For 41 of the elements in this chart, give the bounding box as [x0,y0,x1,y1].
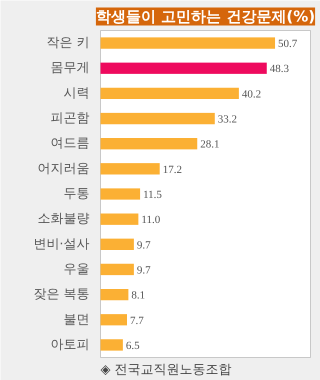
y-tick-label: 잦은 복통 [33,287,90,302]
chart-title: 학생들이 고민하는 건강문제(%) [96,8,316,26]
data-label: 48.3 [270,63,290,76]
y-tick-label: 우울 [64,262,90,277]
data-label: 50.7 [278,38,298,50]
data-label: 9.7 [136,264,152,276]
bar [100,213,138,225]
bar [100,163,160,175]
data-label: 6.5 [126,340,140,352]
text: ◈ 전국교직원노동조합 [100,362,232,378]
y-tick-label: 피곤함 [50,111,90,126]
data-label: 11.5 [143,189,162,201]
y-tick-label: 변비·설사 [33,236,90,252]
bar [100,188,140,200]
data-label: 7.7 [130,314,144,327]
bar [100,138,198,150]
data-label: 17.2 [162,164,182,176]
y-tick-label: 아토피 [50,337,90,352]
y-tick-label: 시력 [64,86,90,101]
bar [100,88,239,100]
y-tick-label: 작은 키 [46,36,90,51]
data-label: 9.7 [136,239,152,252]
bar [100,238,134,250]
y-tick-label: 소화불량 [38,212,90,227]
bar [100,314,128,326]
data-label: 11.0 [141,214,161,226]
bar [100,288,128,300]
data-label: 33.2 [218,114,238,126]
y-tick-label: 두통 [64,186,90,202]
bar [100,62,267,74]
bar [100,264,134,276]
data-label: 28.1 [200,138,220,151]
data-label: 8.1 [131,290,146,302]
y-tick-label: 어지러움 [38,161,90,176]
bar [100,37,276,49]
y-tick-label: 불면 [64,312,90,328]
bar [100,112,215,124]
bar [100,339,123,351]
y-tick-label: 여드름 [50,136,90,152]
data-label: 40.2 [242,88,262,100]
y-tick-label: 몸무게 [50,60,90,76]
